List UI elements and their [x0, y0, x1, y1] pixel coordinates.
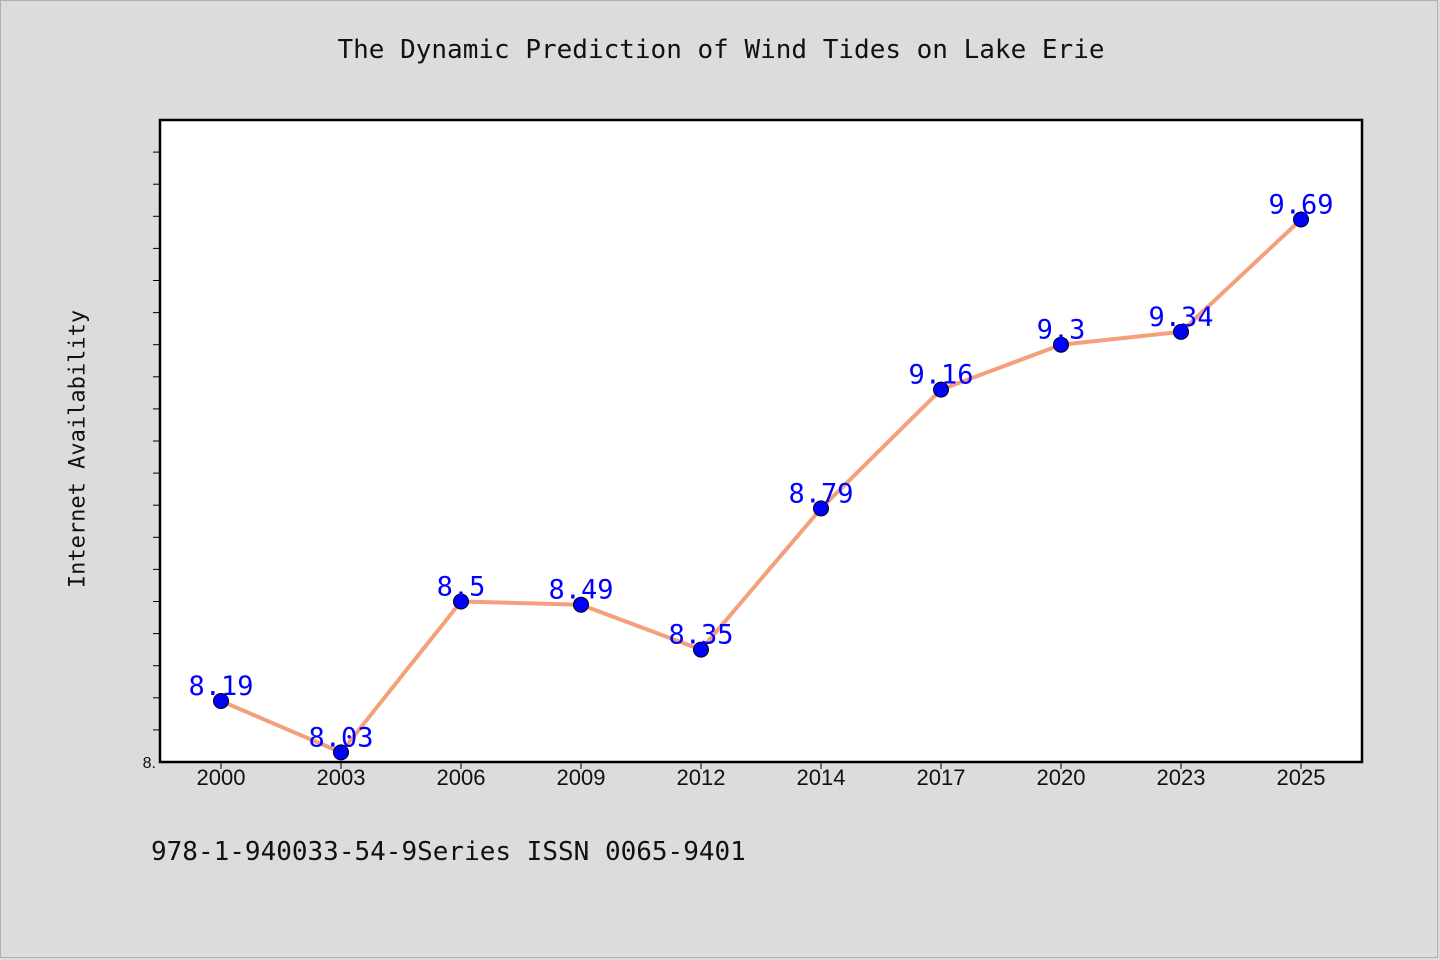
- data-label: 8.79: [788, 478, 853, 509]
- data-label: 9.16: [908, 360, 973, 391]
- x-tick-label: 2000: [197, 765, 246, 790]
- data-label: 9.3: [1037, 315, 1086, 346]
- x-tick-label: 2012: [677, 765, 726, 790]
- x-tick-label: 2020: [1037, 765, 1086, 790]
- data-label: 8.35: [668, 620, 733, 651]
- data-point: [573, 596, 589, 613]
- data-point: [213, 693, 229, 710]
- chart-title: The Dynamic Prediction of Wind Tides on …: [337, 35, 1105, 65]
- x-tick-label: 2006: [437, 765, 486, 790]
- data-label: 8.5: [437, 572, 486, 603]
- plot-area: [158, 118, 1364, 764]
- data-point: [693, 641, 709, 658]
- x-tick-label: 2009: [557, 765, 606, 790]
- footer-isbn-text: 978-1-940033-54-9Series ISSN 0065-9401: [151, 837, 746, 867]
- x-tick-label: 2023: [1157, 765, 1206, 790]
- data-point: [333, 744, 349, 761]
- x-tick-label: 2025: [1277, 765, 1326, 790]
- data-label: 9.69: [1268, 190, 1333, 221]
- y-tick-label: 8.: [143, 755, 156, 772]
- data-label: 8.49: [548, 575, 613, 606]
- data-point: [1053, 336, 1069, 353]
- x-tick-label: 2014: [797, 765, 846, 790]
- x-tick-label: 2003: [317, 765, 366, 790]
- data-label: 8.03: [308, 722, 373, 753]
- data-label: 8.19: [188, 671, 253, 702]
- data-point: [813, 500, 829, 517]
- data-point: [933, 381, 949, 398]
- x-tick-label: 2017: [917, 765, 966, 790]
- data-point: [453, 593, 469, 610]
- series-line: [220, 218, 1303, 755]
- data-point: [1173, 323, 1189, 340]
- data-point: [1293, 211, 1309, 228]
- data-label: 9.34: [1148, 302, 1213, 333]
